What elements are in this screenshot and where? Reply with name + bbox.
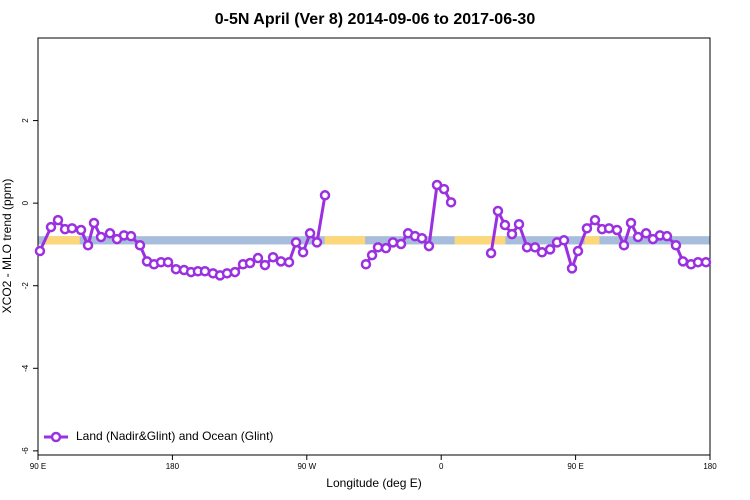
y-tick-label: 0 (21, 200, 30, 205)
data-point (66, 223, 78, 234)
data-point (75, 224, 87, 236)
band-segment (454, 236, 506, 245)
data-point (104, 228, 116, 239)
data-point (297, 247, 309, 258)
x-tick-label: 0 (439, 462, 444, 471)
data-point (589, 214, 601, 226)
y-tick-label: -6 (21, 447, 30, 455)
data-point (611, 224, 623, 236)
data-point (34, 245, 46, 257)
data-point (244, 257, 256, 269)
y-tick-label: -4 (21, 364, 30, 372)
x-tick-label: 90 E (567, 462, 583, 471)
data-point (387, 237, 399, 248)
data-point (82, 240, 94, 251)
band-segment (584, 236, 600, 245)
data-point (416, 232, 428, 244)
data-point (275, 256, 287, 267)
data-point (529, 242, 541, 253)
y-axis-label: XCO2 - MLO trend (ppm) (0, 179, 14, 314)
data-point (677, 256, 689, 267)
data-point (661, 230, 673, 242)
data-point (395, 238, 407, 250)
x-axis-label: Longitude (deg E) (326, 476, 421, 490)
legend-marker (50, 431, 62, 443)
data-point (170, 263, 182, 275)
data-point (259, 259, 271, 271)
data-point (95, 231, 107, 243)
y-tick-label: 2 (21, 118, 30, 123)
data-point (670, 240, 682, 251)
data-point (290, 237, 302, 248)
x-tick-label: 180 (166, 462, 180, 471)
data-point (45, 221, 57, 233)
data-point (572, 245, 584, 257)
data-point (125, 230, 137, 242)
legend-label: Land (Nadir&Glint) and Ocean (Glint) (76, 429, 273, 443)
data-point (267, 251, 279, 263)
data-point (640, 228, 652, 239)
x-tick-label: 90 W (297, 462, 316, 471)
data-point (544, 244, 556, 255)
data-point (700, 256, 712, 268)
data-point (52, 214, 64, 226)
band-segment (324, 236, 366, 245)
data-point (283, 256, 295, 268)
y-tick-label: -2 (21, 282, 30, 290)
data-point (360, 259, 372, 270)
data-point (229, 266, 241, 278)
data-point (581, 223, 593, 234)
data-point (618, 240, 630, 251)
data-point (88, 217, 100, 229)
data-point (199, 266, 211, 277)
data-point (252, 252, 264, 264)
data-point (445, 197, 457, 208)
data-point (485, 247, 497, 259)
data-point (134, 240, 146, 251)
data-point (311, 237, 323, 248)
data-point (304, 228, 316, 239)
data-point (380, 242, 392, 254)
data-point (423, 240, 435, 252)
data-point (513, 218, 525, 230)
data-point (492, 205, 504, 217)
reference-band (38, 236, 710, 245)
x-tick-label: 90 E (30, 462, 46, 471)
band-segment (45, 236, 80, 245)
x-tick-label: 180 (703, 462, 717, 471)
chart-title: 0-5N April (Ver 8) 2014-09-06 to 2017-06… (215, 11, 536, 28)
data-point (221, 268, 233, 279)
data-point (566, 263, 578, 274)
data-point (625, 217, 637, 229)
data-point (162, 256, 174, 268)
data-point (506, 228, 518, 240)
data-point (319, 190, 331, 201)
data-point (499, 219, 511, 231)
data-point (558, 235, 570, 246)
data-point (536, 247, 548, 258)
data-point (438, 183, 450, 195)
data-point (366, 249, 378, 261)
data-point (632, 231, 644, 243)
